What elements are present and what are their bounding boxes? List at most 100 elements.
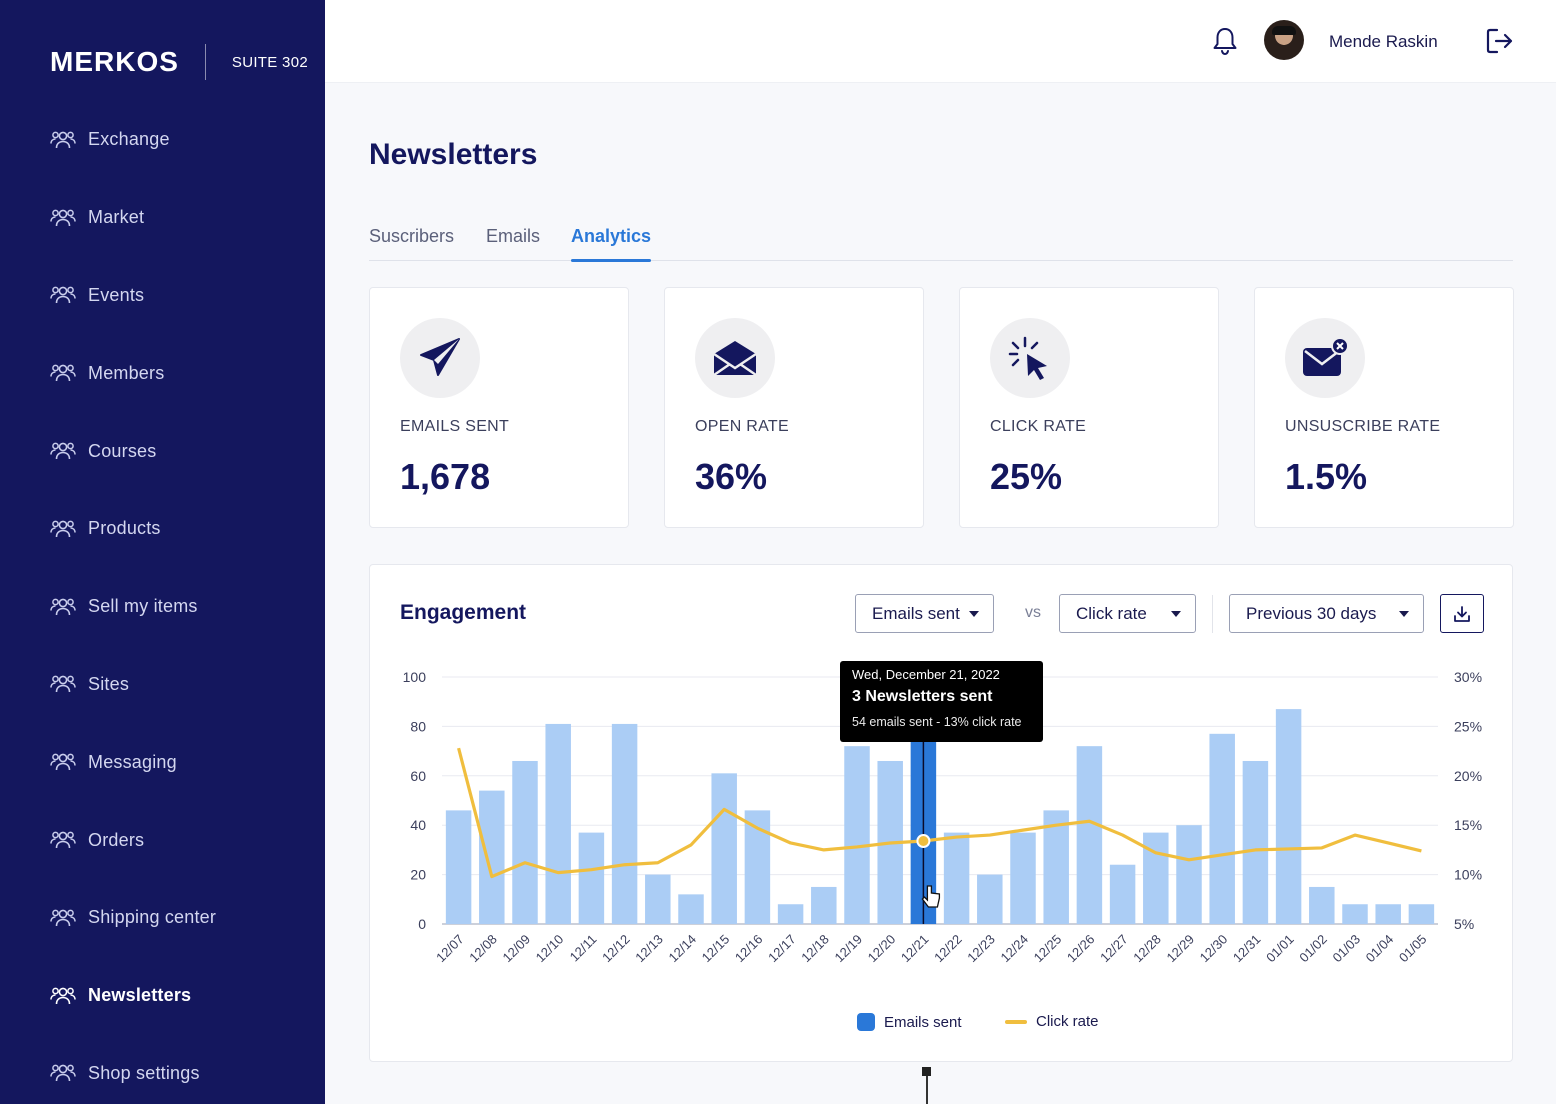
x-tick-label: 12/12 (599, 932, 633, 966)
caret-down-icon (1171, 611, 1181, 617)
tooltip-date: Wed, December 21, 2022 (852, 667, 1000, 682)
x-tick-label: 12/31 (1230, 932, 1264, 966)
sidebar-item-messaging[interactable]: Messaging (0, 723, 325, 801)
x-tick-label: 12/10 (533, 932, 567, 966)
bar (1408, 904, 1435, 924)
tabs: Suscribers Emails Analytics (369, 226, 1513, 262)
sidebar-item-members[interactable]: Members (0, 334, 325, 412)
sidebar-item-events[interactable]: Events (0, 257, 325, 335)
sidebar-item-products[interactable]: Products (0, 490, 325, 568)
metric-b-dropdown[interactable]: Click rate (1059, 594, 1196, 633)
x-tick-label: 12/14 (666, 932, 700, 966)
x-tick-label: 01/01 (1263, 932, 1297, 966)
bar (645, 874, 671, 924)
line-point-active (916, 834, 931, 849)
sidebar-item-label: Shipping center (88, 907, 217, 928)
logout-icon[interactable] (1485, 27, 1515, 55)
stat-label: EMAILS SENT (400, 418, 510, 435)
bar (1342, 904, 1368, 924)
bar (678, 894, 704, 924)
divider (1212, 595, 1213, 633)
download-button[interactable] (1440, 594, 1484, 633)
sidebar-item-exchange[interactable]: Exchange (0, 101, 325, 179)
sidebar-item-orders[interactable]: Orders (0, 801, 325, 879)
bar (1242, 760, 1269, 924)
avatar[interactable] (1264, 20, 1304, 60)
bar (844, 746, 870, 924)
x-tick-label: 12/18 (798, 932, 832, 966)
tab-analytics[interactable]: Analytics (571, 226, 652, 262)
download-icon (1454, 605, 1470, 622)
x-tick-label: 12/19 (832, 932, 866, 966)
vs-label: vs (1025, 604, 1041, 621)
click-rate-line (457, 747, 1422, 879)
x-tick-label: 01/04 (1363, 932, 1397, 966)
x-tick-label: 12/20 (865, 932, 899, 966)
y-tick-label: 100 (403, 669, 427, 685)
date-range-dropdown[interactable]: Previous 30 days (1229, 594, 1424, 633)
x-tick-label: 12/15 (699, 932, 733, 966)
x-tick-label: 12/16 (732, 932, 766, 966)
sidebar-item-sell-my-items[interactable]: Sell my items (0, 568, 325, 646)
tab-suscribers[interactable]: Suscribers (369, 226, 455, 246)
legend-swatch-line (1005, 1019, 1027, 1024)
x-tick-label: 01/03 (1330, 932, 1364, 966)
brand-logo[interactable]: MERKOS (50, 46, 179, 77)
y2-tick-label: 15% (1454, 817, 1482, 833)
y-tick-label: 0 (418, 916, 426, 932)
x-tick-label: 12/30 (1197, 932, 1231, 966)
sidebar-item-label: Newsletters (88, 985, 192, 1006)
x-tick-label: 12/09 (500, 932, 534, 966)
paper-plane-icon (400, 318, 480, 398)
legend-item-emails-sent[interactable]: Emails sent (857, 1013, 962, 1031)
users-icon (50, 362, 76, 384)
stat-card-unsubscribe-rate: UNSUSCRIBE RATE 1.5% (1254, 287, 1514, 528)
x-tick-label: 01/05 (1396, 932, 1430, 966)
sidebar-item-market[interactable]: Market (0, 179, 325, 257)
y2-tick-label: 5% (1454, 916, 1474, 932)
y2-tick-label: 10% (1454, 867, 1482, 883)
users-icon (50, 673, 76, 695)
bar (479, 790, 505, 924)
y-tick-label: 40 (410, 817, 426, 833)
users-icon (50, 440, 76, 462)
bar (1043, 810, 1069, 924)
bar (777, 904, 804, 924)
x-tick-label: 12/13 (632, 932, 666, 966)
topbar: Mende Raskin (325, 0, 1556, 83)
bar (445, 810, 472, 924)
stat-value: 1.5% (1285, 456, 1368, 497)
legend-swatch-bar (857, 1013, 875, 1031)
drag-handle[interactable] (922, 1067, 931, 1076)
metric-a-label: Emails sent (872, 603, 960, 623)
users-icon (50, 207, 76, 229)
chart-tooltip: Wed, December 21, 2022 3 Newsletters sen… (840, 661, 1043, 742)
stat-card-emails-sent: EMAILS SENT 1,678 (369, 287, 629, 528)
bar (1375, 904, 1401, 924)
tab-emails[interactable]: Emails (486, 226, 541, 246)
bar (512, 760, 538, 924)
users-icon (50, 129, 76, 151)
pointer-hand-icon (921, 885, 941, 908)
stat-label: OPEN RATE (695, 418, 789, 435)
date-range-label: Previous 30 days (1246, 603, 1377, 623)
x-tick-label: 12/08 (466, 932, 500, 966)
y-tick-label: 80 (410, 718, 426, 734)
brand: MERKOS SUITE 302 (50, 44, 308, 80)
sidebar-item-newsletters[interactable]: Newsletters (0, 957, 325, 1035)
brand-suite: SUITE 302 (231, 53, 308, 71)
user-name[interactable]: Mende Raskin (1329, 32, 1438, 51)
sidebar-item-sites[interactable]: Sites (0, 646, 325, 724)
metric-b-label: Click rate (1076, 603, 1147, 623)
metric-a-dropdown[interactable]: Emails sent (855, 594, 994, 633)
tooltip-detail: 54 emails sent - 13% click rate (852, 715, 1022, 729)
sidebar-item-shop-settings[interactable]: Shop settings (0, 1035, 325, 1104)
legend-item-click-rate[interactable]: Click rate (1005, 1013, 1099, 1030)
bar (545, 723, 571, 924)
sidebar-item-shipping-center[interactable]: Shipping center (0, 879, 325, 957)
bell-icon[interactable] (1211, 26, 1239, 56)
bar (1209, 733, 1235, 924)
envelope-x-icon (1285, 318, 1365, 398)
sidebar-item-courses[interactable]: Courses (0, 412, 325, 490)
legend-label: Emails sent (884, 1013, 962, 1031)
